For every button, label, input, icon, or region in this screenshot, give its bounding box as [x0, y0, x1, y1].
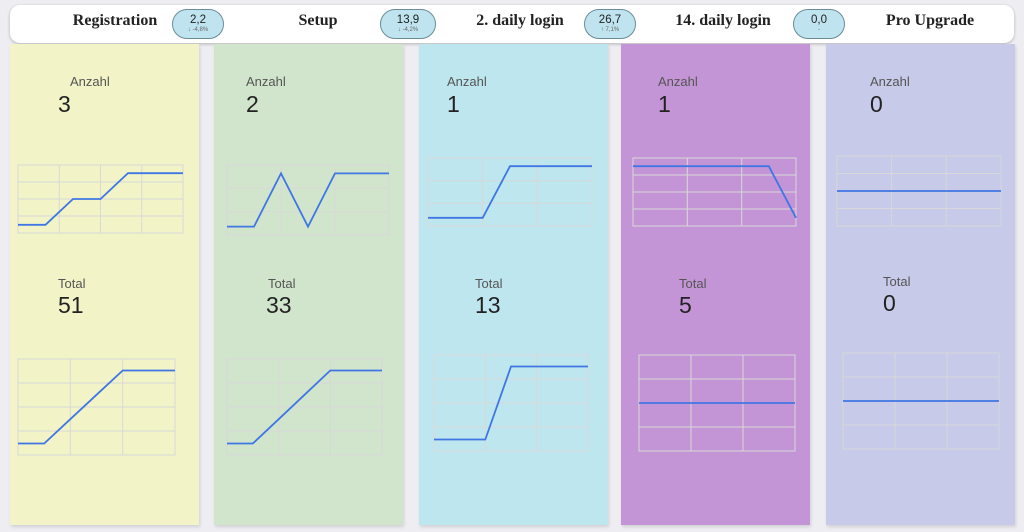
sparkline-series	[227, 171, 389, 229]
sparkline-series	[428, 165, 592, 219]
conversion-rate: 0,0	[811, 14, 827, 26]
total-value: 0	[883, 290, 896, 316]
anzahl-value: 3	[58, 91, 71, 117]
stage-title: Pro Upgrade	[885, 12, 975, 29]
stage-title: 14. daily login	[675, 12, 771, 29]
grid-border	[632, 157, 797, 227]
total-sparkline	[842, 352, 1000, 450]
conversion-rate: 26,7	[598, 14, 622, 26]
conversion-badge[interactable]: 26,7 ↑ 7,1%	[584, 9, 636, 39]
grid-border	[427, 157, 593, 227]
total-label: Total	[58, 276, 86, 291]
total-label: Total	[268, 276, 296, 291]
conversion-badge[interactable]: 2,2 ↓ -4,8%	[172, 9, 224, 39]
grid-border	[226, 164, 390, 236]
anzahl-label: Anzahl	[447, 74, 487, 89]
conversion-delta: -	[818, 27, 820, 33]
anzahl-value: 2	[246, 91, 259, 117]
sparkline-series	[227, 369, 382, 445]
total-sparkline	[226, 358, 383, 456]
anzahl-value: 0	[870, 91, 883, 117]
anzahl-label: Anzahl	[70, 74, 110, 89]
grid-border	[226, 358, 383, 456]
anzahl-label: Anzahl	[658, 74, 698, 89]
sparkline-series	[633, 165, 797, 219]
anzahl-label: Anzahl	[870, 74, 910, 89]
total-value: 13	[475, 292, 501, 318]
stage-title: 2. daily login	[476, 12, 564, 29]
stage-column: Anzahl 2 Total 33	[214, 44, 403, 525]
anzahl-sparkline	[17, 164, 184, 234]
conversion-rate: 13,9	[396, 14, 420, 26]
total-label: Total	[475, 276, 503, 291]
sparkline-series	[18, 172, 183, 226]
total-value: 33	[266, 292, 292, 318]
sparkline-series	[18, 369, 175, 445]
anzahl-label: Anzahl	[246, 74, 286, 89]
grid-border	[17, 164, 184, 234]
total-label: Total	[883, 274, 911, 289]
grid-border	[433, 354, 589, 452]
stage-column: Anzahl 3 Total 51	[10, 44, 199, 525]
total-value: 5	[679, 292, 692, 318]
anzahl-sparkline	[632, 157, 797, 227]
conversion-badge[interactable]: 0,0-	[793, 9, 845, 39]
stage-title: Setup	[298, 12, 338, 29]
total-value: 51	[58, 292, 84, 318]
stage-column: Anzahl 0 Total 0	[826, 44, 1015, 525]
conversion-rate: 2,2	[190, 14, 206, 26]
sparkline-series	[434, 365, 588, 441]
total-sparkline	[17, 358, 176, 456]
stage-title: Registration	[72, 12, 158, 29]
anzahl-sparkline	[427, 157, 593, 227]
conversion-badge[interactable]: 13,9 ↓ -4,2%	[380, 9, 436, 39]
grid-border	[17, 358, 176, 456]
total-sparkline	[638, 354, 796, 452]
stage-column: Anzahl 1 Total 13	[419, 44, 608, 525]
anzahl-sparkline	[226, 164, 390, 236]
total-label: Total	[679, 276, 707, 291]
stage-column: Anzahl 1 Total 5	[621, 44, 810, 525]
conversion-delta: ↓ -4,2%	[397, 27, 419, 33]
conversion-delta: ↓ -4,8%	[187, 27, 209, 33]
anzahl-value: 1	[658, 91, 671, 117]
total-sparkline	[433, 354, 589, 452]
conversion-delta: ↑ 7,1%	[600, 27, 620, 33]
anzahl-sparkline	[836, 155, 1002, 227]
funnel-header: Registration Setup 2. daily login 14. daily…	[10, 5, 1014, 43]
anzahl-value: 1	[447, 91, 460, 117]
